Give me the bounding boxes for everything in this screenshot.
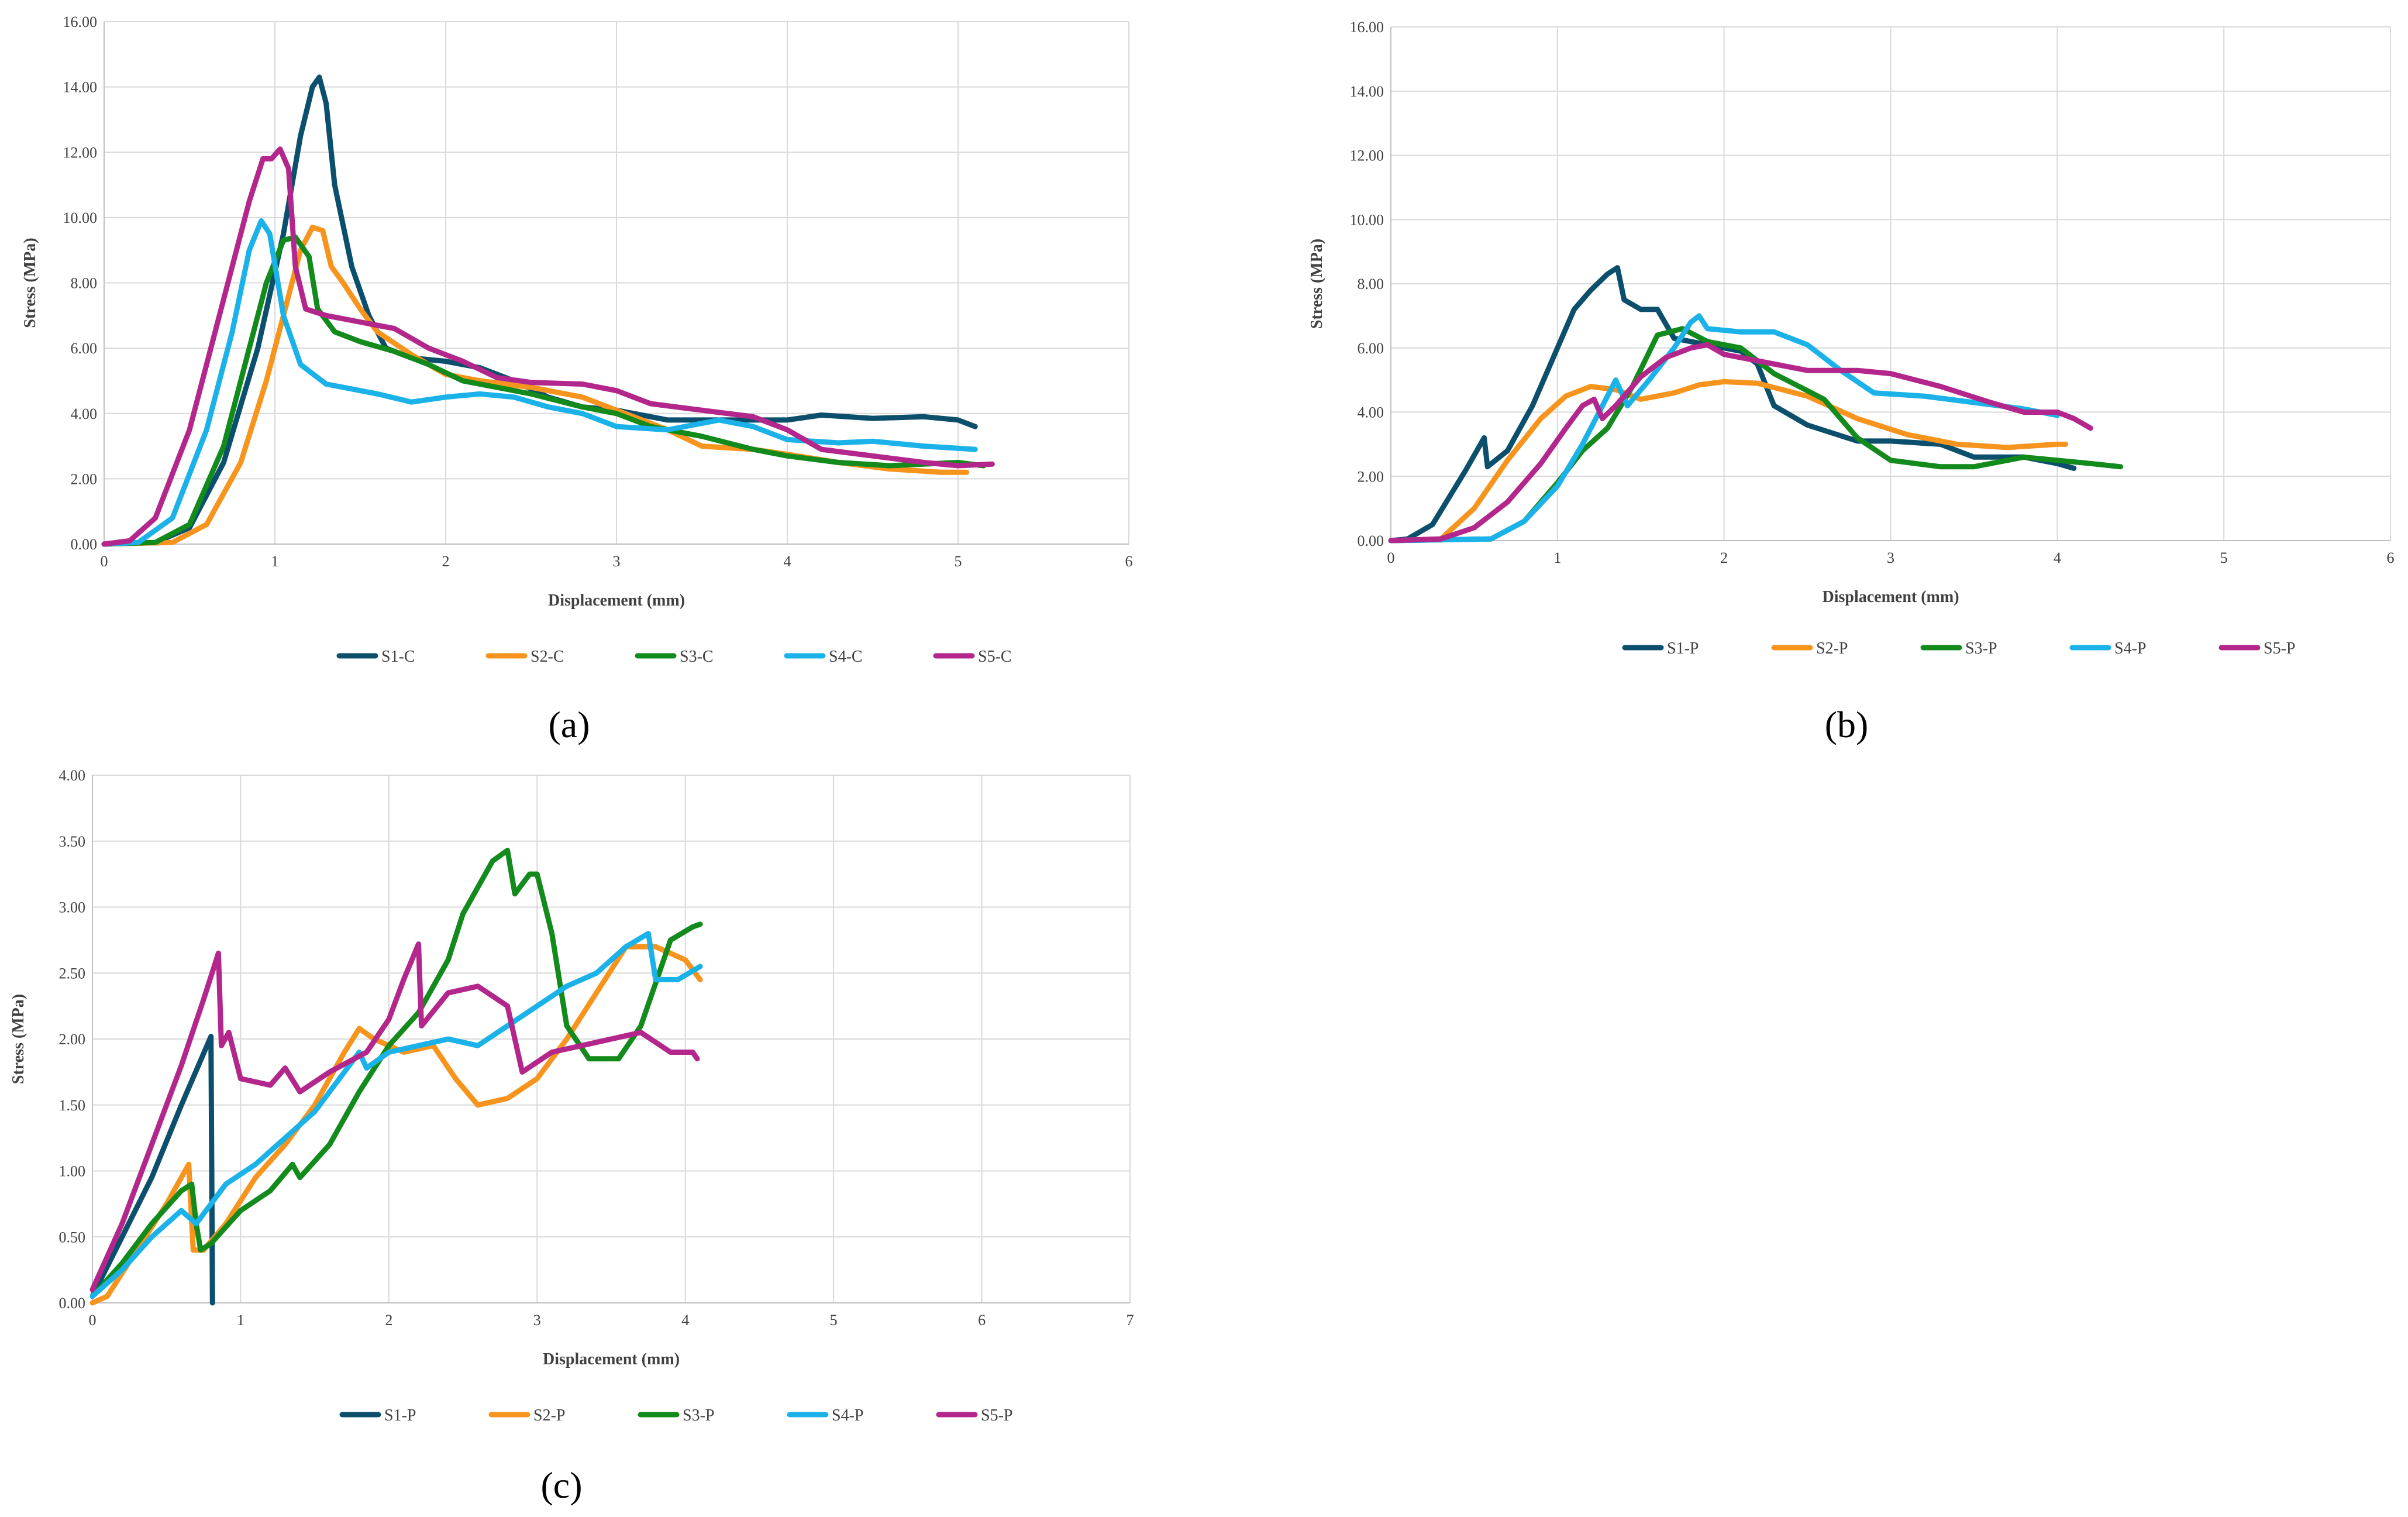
y-tick-label: 12.00 [63, 144, 98, 161]
legend-label: S4-C [829, 648, 863, 666]
x-tick-label: 1 [271, 553, 279, 570]
y-tick-label: 16.00 [63, 13, 98, 30]
legend-label: S2-C [530, 648, 564, 666]
series-line-s2-p [1388, 379, 2069, 543]
x-tick-label: 2 [385, 1312, 392, 1329]
x-tick-label: 6 [978, 1312, 986, 1329]
x-tick-label: 0 [1387, 549, 1395, 566]
legend-label: S4-P [832, 1406, 863, 1425]
series-line-s4-p [1388, 313, 2060, 543]
x-tick-label: 3 [533, 1312, 541, 1329]
legend-label: S1-C [381, 648, 415, 666]
y-tick-label: 12.00 [1350, 147, 1384, 164]
x-tick-label: 2 [1720, 549, 1728, 566]
x-axis-title: Displacement (mm) [1822, 588, 1959, 606]
x-tick-label: 6 [1125, 553, 1133, 570]
legend-label: S2-P [533, 1406, 565, 1425]
legend-label: S5-P [2264, 639, 2295, 658]
x-tick-label: 4 [681, 1312, 689, 1329]
y-tick-label: 1.50 [59, 1097, 86, 1114]
y-tick-label: 1.00 [59, 1163, 86, 1180]
y-tick-label: 16.00 [1350, 19, 1384, 36]
y-tick-label: 0.00 [59, 1295, 86, 1312]
chart-panel-b: 0.00 2.00 4.00 6.00 8.00 10.00 12.00 14.00 16.00… [1308, 19, 2395, 745]
series-line-s4-p [89, 931, 703, 1299]
x-tick-label: 4 [2054, 549, 2061, 566]
y-tick-label: 10.00 [1350, 211, 1384, 228]
series-line-s2-p [89, 944, 703, 1306]
y-tick-label: 14.00 [1350, 83, 1384, 100]
series-line-s5-p [89, 941, 700, 1292]
x-axis-title: Displacement (mm) [543, 1350, 680, 1368]
x-tick-label: 0 [89, 1312, 97, 1329]
x-tick-label: 1 [1553, 549, 1561, 566]
panel-label: (c) [540, 1464, 582, 1506]
series-line-s4-c [101, 218, 978, 547]
x-tick-label: 1 [237, 1312, 244, 1329]
y-tick-label: 4.00 [71, 405, 98, 422]
y-tick-label: 2.00 [71, 470, 98, 487]
chart-panel-c: 0.00 0.50 1.00 1.50 2.00 2.50 3.00 3.50 4.00 0 1 2 3… [9, 767, 1134, 1506]
y-tick-label: 6.00 [1358, 340, 1384, 357]
series-line-s5-c [101, 146, 995, 547]
y-tick-label: 2.50 [59, 965, 86, 982]
x-tick-label: 3 [1887, 549, 1894, 566]
legend-label: S1-P [384, 1406, 416, 1425]
x-tick-label: 5 [2220, 549, 2228, 566]
legend-label: S3-P [1965, 639, 1997, 658]
y-tick-label: 2.00 [59, 1031, 86, 1048]
y-tick-label: 2.00 [1358, 468, 1384, 485]
y-tick-label: 0.00 [71, 536, 98, 553]
legend-label: S1-P [1667, 639, 1699, 658]
panel-label: (b) [1825, 704, 1869, 745]
y-axis-title: Stress (MPa) [1308, 239, 1326, 329]
y-axis-title: Stress (MPa) [9, 994, 27, 1084]
x-axis-title: Displacement (mm) [548, 591, 685, 610]
legend-label: S3-P [683, 1406, 714, 1425]
x-tick-label: 5 [955, 553, 962, 570]
y-tick-label: 0.00 [1358, 532, 1384, 549]
series-line-s5-p [1388, 342, 2093, 543]
y-tick-label: 0.50 [59, 1229, 86, 1246]
y-tick-label: 8.00 [71, 275, 98, 292]
y-axis-title: Stress (MPa) [21, 238, 39, 328]
series-line-s3-c [101, 234, 987, 547]
y-tick-label: 4.00 [59, 767, 86, 784]
legend-label: S4-P [2114, 639, 2146, 658]
x-tick-label: 7 [1127, 1312, 1134, 1329]
x-tick-label: 3 [613, 553, 621, 570]
legend-label: S2-P [1816, 639, 1848, 658]
y-tick-label: 6.00 [71, 340, 98, 357]
series-line-s2-c [101, 225, 970, 547]
series-line-s3-p [89, 848, 703, 1299]
legend-label: S5-C [978, 648, 1012, 666]
x-tick-label: 2 [442, 553, 450, 570]
x-tick-label: 6 [2387, 549, 2395, 566]
chart-panel-a: 0.00 2.00 4.00 6.00 8.00 10.00 12.00 14.00 16.00… [21, 13, 1133, 745]
series-line-s1-p [1388, 265, 2077, 543]
y-tick-label: 8.00 [1358, 276, 1384, 293]
y-tick-label: 10.00 [63, 209, 98, 226]
legend-label: S3-C [680, 648, 714, 666]
x-tick-label: 0 [101, 553, 108, 570]
y-tick-label: 4.00 [1358, 404, 1384, 421]
y-tick-label: 3.50 [59, 833, 86, 850]
series-line-s1-p [89, 1034, 215, 1306]
x-tick-label: 4 [784, 553, 791, 570]
y-tick-label: 3.00 [59, 899, 86, 916]
panel-label: (a) [548, 704, 590, 745]
y-tick-label: 14.00 [63, 79, 98, 96]
x-tick-label: 5 [830, 1312, 838, 1329]
legend-label: S5-P [981, 1406, 1012, 1425]
